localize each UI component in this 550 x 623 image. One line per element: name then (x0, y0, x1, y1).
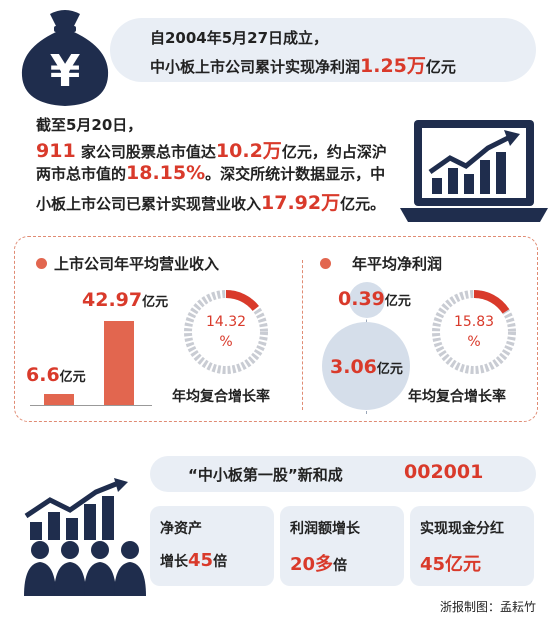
card-title: 利润额增长 (290, 521, 360, 537)
header-line-1: 自2004年5月27日成立， (150, 29, 329, 47)
net-profit-total: 1.25万 (360, 55, 426, 77)
people-growth-icon (24, 478, 146, 596)
revenue-ring-text: 14.32% (205, 314, 247, 350)
profit-section-title: 年平均净利润 (352, 255, 443, 273)
bubble-large (322, 322, 410, 410)
profit-large-label: 3.06亿元 (330, 356, 403, 378)
bar-small-label: 6.6亿元 (26, 364, 86, 386)
revenue-total: 17.92万 (261, 192, 341, 214)
money-bag-icon: ¥ (21, 10, 109, 106)
bar-large (104, 321, 134, 405)
stock-banner (150, 456, 536, 492)
share-value: 18.15% (126, 162, 206, 184)
box-divider (302, 260, 303, 410)
profit-ring-text: 15.83% (453, 314, 495, 350)
card-value: 增长45倍 (160, 550, 228, 571)
bar-small (44, 394, 74, 405)
para-line-4: 小板上市公司已累计实现营业收入17.92万亿元。 (36, 192, 386, 214)
revenue-bullet (36, 258, 47, 269)
revenue-growth-caption: 年均复合增长率 (172, 389, 270, 405)
card-value: 45亿元 (420, 554, 482, 575)
stock-code: 002001 (404, 461, 484, 483)
market-cap-value: 10.2万 (215, 140, 282, 162)
card-cash-dividend: 实现现金分红 45亿元 (410, 506, 534, 586)
profit-small-label: 0.39亿元 (338, 288, 411, 310)
bar-large-label: 42.97亿元 (82, 289, 169, 311)
header-banner (110, 18, 536, 82)
card-title: 净资产 (160, 521, 202, 537)
card-value: 20多倍 (290, 554, 348, 575)
laptop-chart-icon (400, 120, 548, 222)
bubble-small (349, 282, 385, 318)
svg-text:¥: ¥ (50, 46, 81, 97)
revenue-growth-ring (184, 290, 268, 374)
card-profit-growth: 利润额增长 20多倍 (280, 506, 404, 586)
card-title: 实现现金分红 (420, 521, 504, 537)
profit-growth-caption: 年均复合增长率 (408, 389, 506, 405)
para-line-1: 截至5月20日， (36, 116, 143, 134)
profit-bullet (320, 258, 331, 269)
para-line-3: 两市总市值的18.15%。深交所统计数据显示，中 (36, 162, 386, 184)
bar-baseline (30, 405, 152, 406)
header-line-2: 中小板上市公司累计实现净利润1.25万亿元 (150, 55, 456, 77)
revenue-section-title: 上市公司年平均营业收入 (54, 255, 220, 273)
para-line-2: 911 家公司股票总市值达10.2万亿元，约占深沪 (36, 140, 387, 162)
stats-box (14, 236, 538, 422)
stock-label: “中小板第一股”新和成 (188, 466, 343, 484)
card-net-assets: 净资产 增长45倍 (150, 506, 274, 586)
profit-growth-ring (432, 290, 516, 374)
companies-count: 911 (36, 140, 76, 162)
credit-line: 浙报制图：孟耘竹 (439, 600, 536, 614)
